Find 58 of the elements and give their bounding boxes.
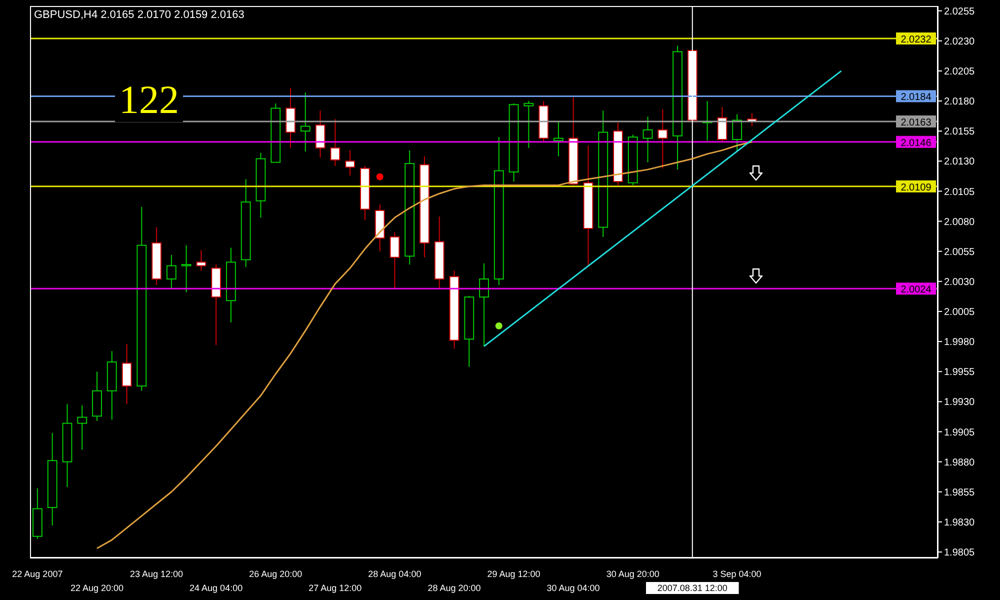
- y-tick-label: 2.0255: [944, 6, 976, 18]
- candlestick: [122, 343, 132, 405]
- candlestick: [181, 244, 192, 293]
- x-tick-label: 30 Aug 04:00: [546, 583, 600, 593]
- y-tick-label: 1.9905: [944, 427, 976, 438]
- candlestick: [479, 262, 489, 347]
- candlestick: [524, 100, 534, 148]
- ref-line-label: 2.0163: [900, 117, 932, 128]
- y-tick-label: 1.9855: [944, 487, 976, 498]
- ref-line-label: 2.0024: [900, 284, 932, 296]
- candlestick: [166, 254, 176, 290]
- candlestick: [330, 118, 340, 166]
- candlestick: [345, 150, 356, 176]
- x-tick-label: 30 Aug 20:00: [606, 569, 660, 579]
- x-tick-label: 29 Aug 12:00: [487, 569, 540, 579]
- y-tick-label: 1.9805: [944, 548, 976, 559]
- line-series: [96, 141, 753, 550]
- y-tick-label: 2.0230: [944, 36, 976, 48]
- y-tick-label: 1.9930: [944, 397, 976, 408]
- y-tick-label: 2.0030: [944, 276, 976, 288]
- y-tick-label: 2.0180: [944, 96, 976, 108]
- chart-title: GBPUSD,H4 2.0165 2.0170 2.0159 2.0163: [34, 9, 244, 21]
- y-tick-label: 2.0055: [944, 246, 976, 258]
- annotation: 122: [115, 77, 183, 122]
- y-tick-label: 2.0130: [944, 156, 976, 168]
- y-tick-label: 1.9880: [944, 457, 976, 468]
- y-tick-label: 1.9955: [944, 367, 976, 378]
- y-tick-label: 2.0155: [944, 126, 976, 138]
- x-tick-label: 2007.08.31 12:00: [657, 583, 728, 593]
- candlestick: [300, 92, 310, 152]
- candlestick: [553, 120, 564, 157]
- y-tick-label: 1.9830: [944, 517, 976, 528]
- ref-line-label: 2.0146: [900, 138, 932, 149]
- x-tick-label: 27 Aug 12:00: [308, 583, 362, 593]
- candlestick: [390, 232, 400, 290]
- candlestick: [77, 404, 88, 450]
- x-tick-label: 28 Aug 04:00: [368, 569, 422, 579]
- ref-line-label: 2.0184: [900, 92, 932, 104]
- y-tick-label: 2.0005: [944, 307, 976, 318]
- candlestick: [642, 116, 653, 163]
- x-tick-label: 26 Aug 20:00: [249, 569, 302, 579]
- candlestick: [732, 114, 742, 152]
- x-tick-label: 22 Aug 20:00: [70, 583, 124, 593]
- x-tick-label: 28 Aug 20:00: [428, 583, 481, 593]
- y-tick-label: 2.0105: [944, 186, 976, 198]
- x-tick-label: 22 Aug 2007: [12, 569, 63, 579]
- ref-line-label: 2.0232: [900, 34, 932, 46]
- candlestick: [658, 108, 668, 169]
- x-tick-label: 23 Aug 12:00: [130, 569, 184, 579]
- candlestick: [717, 106, 728, 142]
- ref-line-label: 2.0109: [900, 182, 932, 194]
- y-tick-label: 2.0205: [944, 66, 976, 78]
- y-tick-label: 2.0080: [944, 216, 976, 228]
- x-tick-label: 3 Sep 04:00: [712, 569, 762, 579]
- y-tick-label: 1.9980: [944, 337, 976, 348]
- candlestick: [315, 110, 326, 158]
- x-tick-label: 24 Aug 04:00: [190, 583, 243, 593]
- candlestick: [196, 250, 206, 272]
